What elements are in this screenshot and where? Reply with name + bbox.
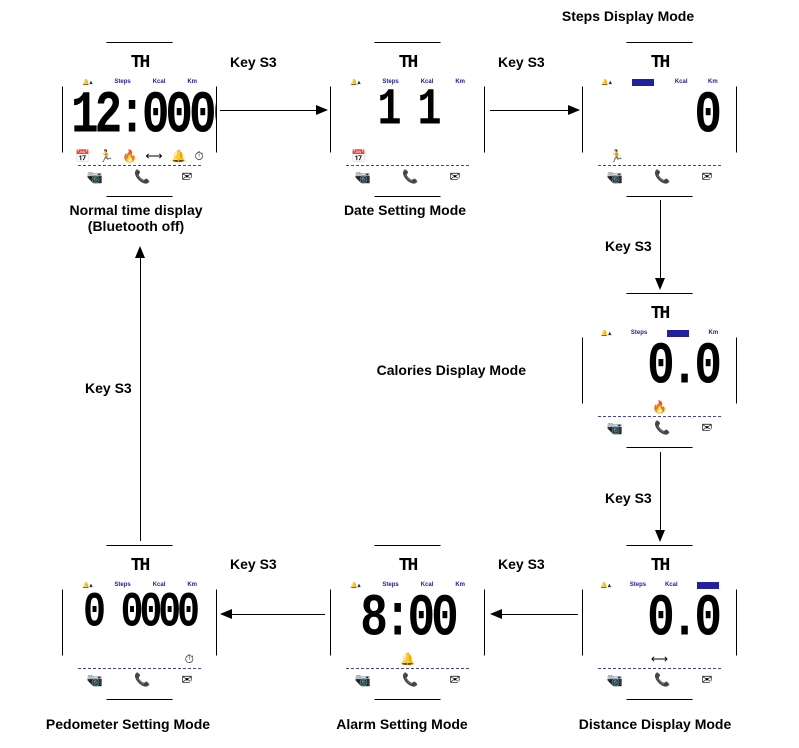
arrow (140, 258, 141, 541)
watch-distance: TH 🔔▴StepsKcal 0.0 ⟷ 📷📞✉ (582, 545, 737, 700)
mid-icons: 🔔 (339, 652, 476, 666)
key-s3-label: Key S3 (605, 238, 652, 254)
key-s3-label: Key S3 (230, 556, 277, 572)
title-calories: Calories Display Mode (326, 362, 526, 378)
arrow (220, 110, 318, 111)
bottom-icons: 📷📞✉ (591, 420, 728, 436)
arrow (660, 452, 661, 532)
watch-calories: TH 🔔▴StepsKm 0.0 🔥 📷📞✉ (582, 293, 737, 448)
th-label: TH (399, 53, 417, 73)
divider (78, 165, 201, 166)
th-label: TH (399, 556, 417, 576)
digits: 12:0000 (71, 86, 208, 146)
title-pedometer: Pedometer Setting Mode (28, 716, 228, 732)
title-distance: Distance Display Mode (555, 716, 755, 732)
title-normal: Normal time display (Bluetooth off) (36, 202, 236, 234)
arrow (232, 614, 325, 615)
th-label: TH (131, 556, 149, 576)
watch-normal: TH 🔔▴StepsKcalKm 12:0000 📅🏃🔥⟷🔔⏱ 📷📞✉ (62, 42, 217, 197)
title-date: Date Setting Mode (305, 202, 505, 218)
digits: 0.0 (591, 337, 728, 397)
divider (598, 416, 721, 417)
bottom-icons: 📷📞✉ (339, 672, 476, 688)
th-label: TH (651, 556, 669, 576)
mid-icons: ⟷ (591, 652, 728, 666)
watch-alarm: TH 🔔▴StepsKcalKm 8:00 🔔 📷📞✉ (330, 545, 485, 700)
digits: 0 (591, 86, 728, 146)
arrow-head (316, 105, 328, 115)
mid-icons: 📅 (339, 149, 476, 163)
bottom-icons: 📷📞✉ (71, 672, 208, 688)
bottom-icons: 📷📞✉ (339, 169, 476, 185)
mid-icons: 📅🏃🔥⟷🔔⏱ (71, 149, 208, 164)
title-alarm: Alarm Setting Mode (302, 716, 502, 732)
key-s3-label: Key S3 (230, 54, 277, 70)
divider (346, 165, 469, 166)
key-s3-label: Key S3 (498, 54, 545, 70)
divider (598, 668, 721, 669)
watch-steps: TH 🔔▴KcalKm 0 🏃 📷📞✉ (582, 42, 737, 197)
digits: 0.0 (591, 589, 728, 649)
arrow-head (135, 246, 145, 258)
digits: 0 0000 (71, 589, 208, 638)
arrow-head (220, 609, 232, 619)
key-s3-label: Key S3 (498, 556, 545, 572)
mid-icons: 🔥 (591, 400, 728, 414)
key-s3-label: Key S3 (605, 490, 652, 506)
mid-icons: 🏃 (591, 149, 728, 163)
bottom-icons: 📷📞✉ (591, 169, 728, 185)
digits: 1 1 (339, 86, 476, 138)
arrow (490, 110, 570, 111)
watch-date: TH 🔔▴StepsKcalKm 1 1 📅 📷📞✉ (330, 42, 485, 197)
arrow (502, 614, 578, 615)
arrow (660, 200, 661, 280)
bottom-icons: 📷📞✉ (591, 672, 728, 688)
arrow-head (655, 278, 665, 290)
divider (346, 668, 469, 669)
key-s3-label: Key S3 (85, 380, 132, 396)
digits: 8:00 (339, 589, 476, 649)
title-steps-top: Steps Display Mode (528, 8, 728, 24)
watch-pedometer: TH 🔔▴StepsKcalKm 0 0000 ⏱ 📷📞✉ (62, 545, 217, 700)
arrow-head (490, 609, 502, 619)
arrow-head (568, 105, 580, 115)
divider (598, 165, 721, 166)
mid-icons: ⏱ (71, 652, 208, 667)
arrow-head (655, 530, 665, 542)
th-label: TH (651, 304, 669, 324)
th-label: TH (131, 53, 149, 73)
divider (78, 668, 201, 669)
th-label: TH (651, 53, 669, 73)
bottom-icons: 📷📞✉ (71, 169, 208, 185)
